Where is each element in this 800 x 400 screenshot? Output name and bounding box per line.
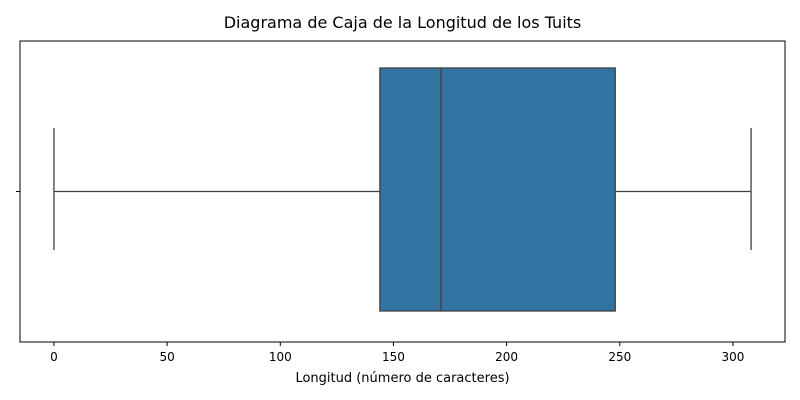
x-tick-label: 150 — [382, 350, 405, 364]
x-tick-label: 300 — [721, 350, 744, 364]
x-tick-label: 100 — [269, 350, 292, 364]
interquartile-box — [379, 67, 616, 312]
x-axis-ticks: 0 50 100 150 200 250 300 — [50, 342, 744, 364]
x-tick-label: 250 — [608, 350, 631, 364]
x-axis-label: Longitud (número de caracteres) — [295, 371, 509, 386]
chart-title: Diagrama de Caja de la Longitud de los T… — [224, 13, 582, 32]
x-tick-label: 200 — [495, 350, 518, 364]
x-tick-label: 50 — [159, 350, 174, 364]
x-tick-label: 0 — [50, 350, 58, 364]
